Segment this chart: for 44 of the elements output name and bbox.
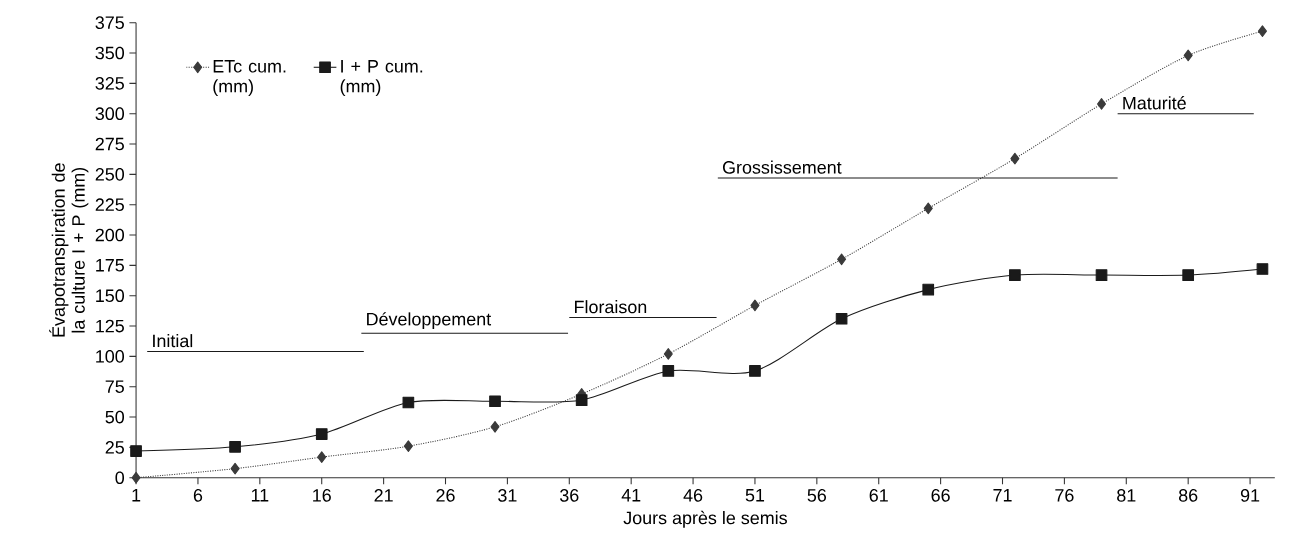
y-tick-label: 50 (105, 410, 125, 424)
x-tick-label: 91 (1240, 489, 1260, 502)
x-tick-label: 46 (683, 489, 703, 502)
y-axis-title: Évapotranspiration de la culture I + P (mm) (49, 163, 89, 337)
x-tick-label: 16 (313, 489, 331, 502)
y-tick-label: 375 (95, 16, 124, 30)
x-tick-label: 41 (621, 489, 641, 502)
y-tick-label: 300 (95, 107, 125, 121)
y-tick-label: 150 (96, 289, 125, 303)
x-tick-label: 81 (1117, 489, 1136, 502)
annotation: Initial (153, 334, 193, 348)
y-tick-label: 0 (115, 471, 125, 485)
legend-label: ETc cum. (mm) (213, 60, 286, 97)
annotation: Floraison (575, 300, 647, 314)
annotation: Développement (367, 312, 492, 330)
y-tick-label: 225 (95, 198, 124, 212)
y-tick-label: 75 (105, 380, 124, 394)
y-tick-label: 350 (95, 46, 125, 60)
x-tick-label: 31 (498, 489, 517, 502)
y-tick-label: 200 (95, 228, 125, 242)
y-tick-label: 175 (96, 259, 124, 272)
x-axis-title: Jours après le semis (623, 510, 787, 528)
y-tick-label: 100 (96, 350, 125, 363)
x-tick-label: 71 (993, 489, 1012, 502)
x-tick-label: 61 (869, 489, 888, 502)
x-tick-label: 1 (132, 489, 141, 502)
y-tick-label: 25 (105, 441, 124, 454)
y-tick-label: 125 (96, 319, 124, 333)
legend-label: I + P cum. (mm) (340, 60, 423, 97)
y-tick-label: 275 (95, 137, 124, 151)
x-tick-label: 51 (745, 489, 765, 502)
x-tick-label: 36 (560, 489, 579, 502)
x-tick-label: 66 (931, 489, 950, 502)
annotation: Maturité (1123, 96, 1186, 110)
annotation: Grossissement (722, 160, 842, 174)
x-tick-label: 76 (1055, 489, 1074, 502)
x-tick-label: 6 (193, 489, 203, 502)
x-tick-label: 11 (251, 489, 269, 502)
x-tick-label: 21 (374, 489, 393, 502)
x-tick-label: 86 (1178, 489, 1198, 502)
x-tick-label: 56 (807, 489, 827, 502)
y-tick-label: 325 (95, 77, 124, 90)
y-tick-label: 250 (95, 168, 125, 181)
x-tick-label: 26 (436, 489, 455, 502)
